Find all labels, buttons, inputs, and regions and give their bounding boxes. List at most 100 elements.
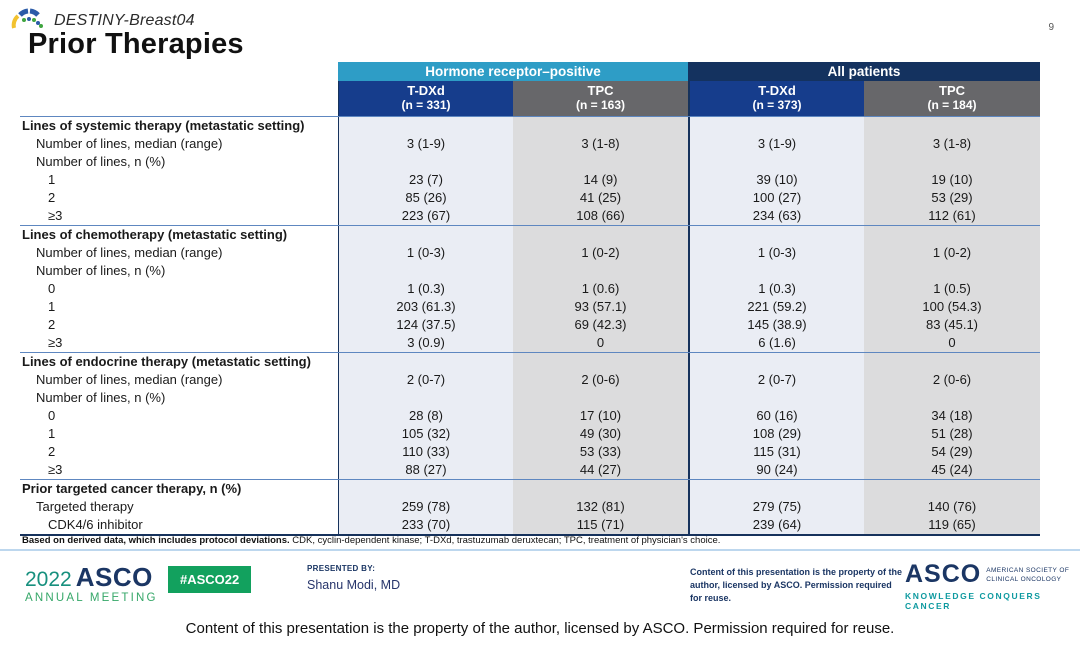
- column-header-tdxd-hr: T-DXd (n = 331): [338, 81, 513, 116]
- footnote-bold: Based on derived data, which includes pr…: [22, 535, 290, 546]
- cell-value: [864, 480, 1040, 498]
- cell-value: 69 (42.3): [513, 316, 688, 334]
- cell-value: 223 (67): [338, 207, 513, 225]
- cell-value: 1 (0.6): [513, 280, 688, 298]
- cell-value: [513, 153, 688, 171]
- cell-value: 145 (38.9): [688, 316, 864, 334]
- row-label: 1: [20, 298, 338, 316]
- row-label: Number of lines, n (%): [20, 389, 338, 407]
- meeting-year: 2022: [25, 568, 72, 591]
- cell-value: [338, 262, 513, 280]
- cell-value: 233 (70): [338, 516, 513, 534]
- footnote: Based on derived data, which includes pr…: [22, 535, 720, 546]
- table-row: Number of lines, n (%): [20, 262, 1040, 280]
- table-group-header-row: Hormone receptor–positive All patients: [20, 62, 1040, 81]
- cell-value: 119 (65): [864, 516, 1040, 534]
- cell-value: 23 (7): [338, 171, 513, 189]
- cell-value: 100 (27): [688, 189, 864, 207]
- column-header-tpc-all: TPC (n = 184): [864, 81, 1040, 116]
- study-name: DESTINY-Breast04: [54, 12, 195, 29]
- cell-value: 2 (0-6): [864, 371, 1040, 389]
- cell-value: [338, 353, 513, 371]
- cell-value: [688, 117, 864, 135]
- row-label: 1: [20, 171, 338, 189]
- cell-value: 53 (33): [513, 443, 688, 461]
- cell-value: [513, 117, 688, 135]
- cell-value: 39 (10): [688, 171, 864, 189]
- cell-value: 112 (61): [864, 207, 1040, 225]
- cell-value: [513, 226, 688, 244]
- presented-by-block: PRESENTED BY: Shanu Modi, MD: [307, 564, 400, 592]
- table-row: Targeted therapy 259 (78) 132 (81) 279 (75)…: [20, 498, 1040, 516]
- cell-value: 14 (9): [513, 171, 688, 189]
- cell-value: 239 (64): [688, 516, 864, 534]
- cell-value: 1 (0-2): [513, 244, 688, 262]
- column-header-tpc-hr: TPC (n = 163): [513, 81, 688, 116]
- cell-value: 115 (71): [513, 516, 688, 534]
- destiny-logo-icon: [10, 8, 46, 34]
- cell-value: 28 (8): [338, 407, 513, 425]
- row-label: Lines of systemic therapy (metastatic se…: [20, 117, 338, 135]
- table-row: Number of lines, median (range) 2 (0-7) 2 …: [20, 371, 1040, 389]
- cell-value: [338, 117, 513, 135]
- asco-society-logo: ASCO AMERICAN SOCIETY OF CLINICAL ONCOLO…: [905, 562, 1080, 612]
- cell-value: 88 (27): [338, 461, 513, 479]
- table-row: ≥3 3 (0.9) 0 6 (1.6) 0: [20, 334, 1040, 352]
- cell-value: 259 (78): [338, 498, 513, 516]
- cell-value: [338, 389, 513, 407]
- copyright-line: Content of this presentation is the prop…: [185, 620, 895, 637]
- presenter-name: Shanu Modi, MD: [307, 578, 401, 592]
- cell-value: [338, 153, 513, 171]
- footer: 2022 ASCO ANNUAL MEETING #ASCO22 PRESENT…: [0, 556, 1080, 616]
- cell-value: 0: [864, 334, 1040, 352]
- cell-value: 19 (10): [864, 171, 1040, 189]
- cell-value: 41 (25): [513, 189, 688, 207]
- cell-value: 85 (26): [338, 189, 513, 207]
- group-header-hr-positive: Hormone receptor–positive: [338, 62, 688, 81]
- cell-value: 110 (33): [338, 443, 513, 461]
- asco-tagline: KNOWLEDGE CONQUERS CANCER: [905, 591, 1042, 611]
- cell-value: 6 (1.6): [688, 334, 864, 352]
- cell-value: 132 (81): [513, 498, 688, 516]
- cell-value: [338, 226, 513, 244]
- cell-value: [513, 353, 688, 371]
- cell-value: 44 (27): [513, 461, 688, 479]
- prior-therapies-table: Hormone receptor–positive All patients T…: [20, 62, 1040, 536]
- cell-value: [513, 480, 688, 498]
- cell-value: 1 (0.3): [338, 280, 513, 298]
- row-label: 0: [20, 280, 338, 298]
- table-row: Number of lines, n (%): [20, 389, 1040, 407]
- cell-value: [864, 389, 1040, 407]
- cell-value: [513, 262, 688, 280]
- row-label: Lines of chemotherapy (metastatic settin…: [20, 226, 338, 244]
- group-header-all-patients: All patients: [688, 62, 1040, 81]
- cell-value: 105 (32): [338, 425, 513, 443]
- cell-value: 53 (29): [864, 189, 1040, 207]
- table-row: Lines of systemic therapy (metastatic se…: [20, 116, 1040, 135]
- cell-value: 221 (59.2): [688, 298, 864, 316]
- cell-value: 2 (0-7): [688, 371, 864, 389]
- cell-value: 108 (66): [513, 207, 688, 225]
- row-label: Prior targeted cancer therapy, n (%): [20, 480, 338, 498]
- cell-value: 1 (0.3): [688, 280, 864, 298]
- row-label: 2: [20, 189, 338, 207]
- cell-value: [864, 262, 1040, 280]
- cell-value: 1 (0.5): [864, 280, 1040, 298]
- table-row: ≥3 223 (67) 108 (66) 234 (63) 112 (61): [20, 207, 1040, 225]
- group-header-spacer: [20, 62, 338, 81]
- cell-value: 51 (28): [864, 425, 1040, 443]
- table-row: Lines of chemotherapy (metastatic settin…: [20, 225, 1040, 244]
- cell-value: [338, 480, 513, 498]
- cell-value: [688, 480, 864, 498]
- meeting-org: ASCO: [75, 562, 153, 592]
- meeting-sub: ANNUAL MEETING: [25, 592, 158, 604]
- cell-value: [513, 389, 688, 407]
- row-label: Targeted therapy: [20, 498, 338, 516]
- asco-meeting-logo: 2022 ASCO ANNUAL MEETING: [25, 564, 158, 605]
- permission-note: Content of this presentation is the prop…: [690, 567, 903, 604]
- row-label: ≥3: [20, 461, 338, 479]
- cell-value: 100 (54.3): [864, 298, 1040, 316]
- slide-number: 9: [1048, 22, 1054, 33]
- table-row: 1 105 (32) 49 (30) 108 (29) 51 (28): [20, 425, 1040, 443]
